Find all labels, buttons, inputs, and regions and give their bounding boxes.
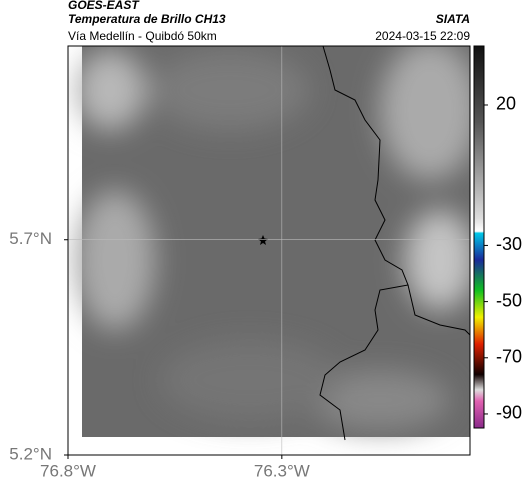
subtitle: Temperatura de Brillo CH13 xyxy=(68,12,226,26)
colorbar-tick-label: -50 xyxy=(496,290,522,310)
colorbar-tick-label: 20 xyxy=(496,94,516,114)
satellite-image xyxy=(68,46,470,455)
colorbar-tick-label: -30 xyxy=(496,234,522,254)
colorbar-tick-label: -70 xyxy=(496,347,522,367)
x-tick-label: 76.3°W xyxy=(254,461,310,480)
source: SIATA xyxy=(436,12,470,26)
colorbar-tick-label: -90 xyxy=(496,403,522,423)
colorbar xyxy=(473,45,485,429)
route: Vía Medellín - Quibdó 50km xyxy=(68,29,217,43)
grid xyxy=(68,46,470,455)
y-tick-label: 5.7°N xyxy=(9,229,52,248)
border xyxy=(319,46,409,441)
border xyxy=(407,284,470,336)
x-tick-label: 76.8°W xyxy=(40,461,96,480)
map-frame xyxy=(67,45,471,456)
y-tick-label: 5.2°N xyxy=(9,444,52,463)
title: GOES-EAST xyxy=(68,0,140,12)
timestamp: 2024-03-15 22:09 xyxy=(375,29,470,43)
